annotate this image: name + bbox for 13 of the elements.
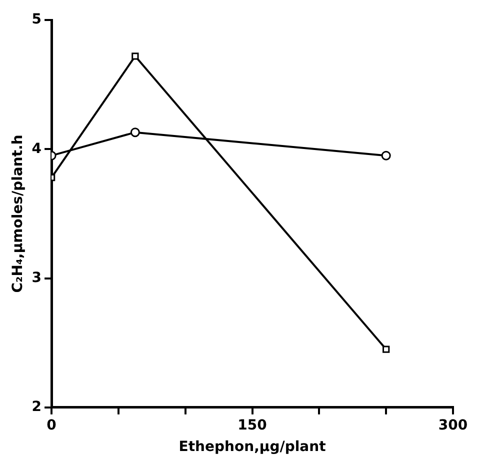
- x-axis-title: Ethephon,µg/plant: [178, 439, 326, 456]
- point: [132, 52, 139, 60]
- x-tick-label: 150: [238, 417, 268, 434]
- y-tick-label: 3: [32, 270, 42, 286]
- x-tick-label: 300: [438, 417, 468, 434]
- x-tick-label: 0: [46, 417, 57, 434]
- y-tick-label: 4: [32, 140, 42, 157]
- y-tick-label: 2: [32, 399, 42, 416]
- y-tick-label: 5: [32, 12, 42, 28]
- y-axis-title: C₂H₄,µmoles/plant.h: [10, 134, 26, 293]
- point: [382, 346, 390, 353]
- point: [381, 150, 391, 160]
- point: [130, 128, 140, 138]
